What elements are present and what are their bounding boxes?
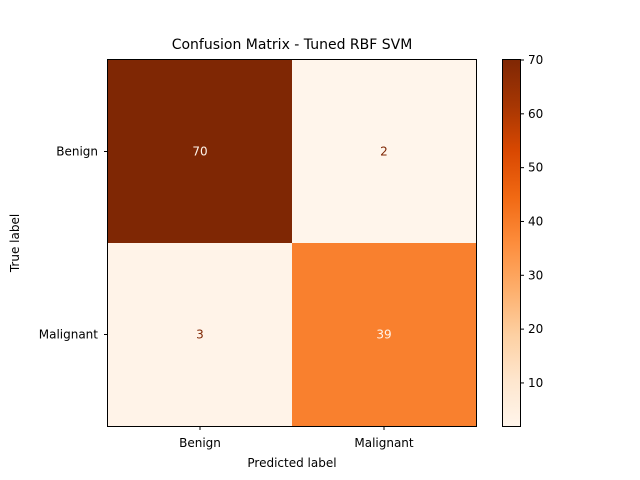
- colorbar-tick-label: 50: [528, 161, 543, 175]
- heatmap-cell: [292, 243, 476, 426]
- colorbar-tick-label: 20: [528, 322, 543, 336]
- y-tick-label: Malignant: [39, 328, 99, 342]
- colorbar-tick-label: 60: [528, 107, 543, 121]
- cell-value-label: 2: [380, 145, 388, 159]
- colorbar-tick-label: 10: [528, 376, 543, 390]
- x-tick-label: Benign: [179, 436, 221, 450]
- cell-value-label: 3: [196, 328, 204, 342]
- plot-frame: [107, 59, 477, 427]
- heatmap-cell-labels: 70 2 3 39: [192, 145, 391, 342]
- x-axis-ticks: Benign Malignant: [179, 426, 414, 450]
- colorbar: [502, 59, 521, 427]
- colorbar-ticks: 10 20 30 40 50 60 70: [520, 53, 543, 390]
- cell-value-label: 70: [192, 145, 207, 159]
- colorbar-tick-label: 40: [528, 214, 543, 228]
- x-axis-label: Predicted label: [247, 456, 336, 470]
- x-tick-label: Malignant: [354, 436, 414, 450]
- heatmap-cell: [108, 243, 292, 426]
- y-tick-label: Benign: [56, 145, 98, 159]
- chart-title: Confusion Matrix - Tuned RBF SVM: [172, 37, 413, 53]
- heatmap-cells: [108, 60, 476, 426]
- y-axis-label: True label: [8, 214, 22, 273]
- heatmap-cell: [292, 60, 476, 243]
- y-axis-ticks: Benign Malignant: [39, 145, 108, 342]
- colorbar-tick-label: 70: [528, 53, 543, 67]
- heatmap-cell: [108, 60, 292, 243]
- colorbar-tick-label: 30: [528, 268, 543, 282]
- cell-value-label: 39: [376, 328, 391, 342]
